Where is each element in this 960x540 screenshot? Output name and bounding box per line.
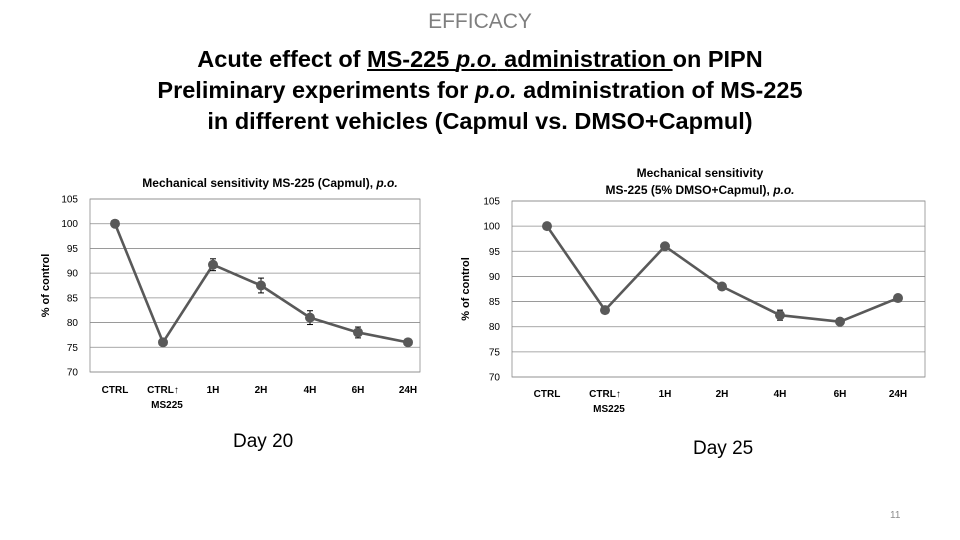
day20-chart-title: Mechanical sensitivity MS-225 (Capmul), … — [142, 176, 397, 190]
day25-category-label: CTRL — [534, 389, 561, 400]
day20-category-label: 1H — [207, 385, 220, 396]
day25-data-point — [775, 310, 785, 321]
day25-data-point — [600, 305, 610, 316]
day20-data-point — [110, 218, 120, 229]
day20-y-axis-label: % of control — [40, 254, 52, 318]
day20-category-label: 4H — [304, 385, 317, 396]
day25-chart-title: MS-225 (5% DMSO+Capmul), p.o. — [605, 183, 794, 197]
day25-y-axis-label: % of control — [460, 257, 472, 321]
day20-category-label: 24H — [399, 385, 417, 396]
day25-data-point — [893, 293, 903, 304]
day25-ytick-label: 105 — [483, 197, 500, 208]
chart-day20-footer: Day 20 — [233, 431, 294, 452]
day20-ytick-label: 105 — [61, 195, 78, 206]
day25-ytick-label: 90 — [489, 272, 501, 283]
day25-category-label: 6H — [834, 389, 847, 400]
day25-category-label: 2H — [716, 389, 729, 400]
day20-data-point — [256, 280, 266, 291]
day20-category-label: MS225 — [151, 400, 183, 411]
day20-data-point — [353, 327, 363, 338]
day20-data-point — [305, 312, 315, 323]
title-line-1-post: on PIPN — [672, 46, 763, 72]
day20-ytick-label: 70 — [67, 368, 79, 379]
section-label: EFFICACY — [428, 10, 532, 33]
title-line-2: Preliminary experiments for p.o. adminis… — [0, 75, 960, 106]
day25-ytick-label: 80 — [489, 322, 501, 333]
day25-series-line — [545, 225, 899, 323]
day20-category-label: CTRL — [102, 385, 129, 396]
day20-category-label: 2H — [255, 385, 268, 396]
slide-title: Acute effect of MS-225 p.o. administrati… — [0, 44, 960, 137]
day25-ytick-label: 100 — [483, 222, 500, 233]
day25-ytick-label: 75 — [489, 347, 501, 358]
title-line-1-drug: MS-225 — [367, 46, 456, 72]
day20-ytick-label: 85 — [67, 293, 79, 304]
day25-chart-title: Mechanical sensitivity — [637, 166, 764, 180]
day25-category-label: CTRL↑ — [589, 389, 621, 400]
day25-data-point — [717, 281, 727, 292]
day25-data-point — [542, 221, 552, 232]
day25-data-point — [660, 241, 670, 252]
day20-ytick-label: 95 — [67, 244, 79, 255]
day20-ytick-label: 90 — [67, 269, 79, 280]
day25-category-label: MS225 — [593, 404, 625, 415]
day20-data-point — [403, 337, 413, 348]
day25-ytick-label: 95 — [489, 247, 501, 258]
title-line-3: in different vehicles (Capmul vs. DMSO+C… — [207, 108, 753, 134]
title-line-1-route: p.o. — [455, 46, 498, 72]
title-line-1-admin: administration — [497, 46, 673, 72]
day25-category-label: 4H — [774, 389, 787, 400]
day25-category-label: 24H — [889, 389, 907, 400]
day20-data-point — [158, 337, 168, 348]
chart-day25-footer: Day 25 — [693, 438, 754, 459]
title-line-2-pre: Preliminary experiments for — [157, 77, 475, 103]
day25-data-point — [835, 316, 845, 327]
day20-ytick-label: 100 — [61, 219, 78, 230]
title-line-2-route: p.o. — [474, 77, 517, 103]
title-line-1: Acute effect of MS-225 p.o. administrati… — [0, 44, 960, 75]
day25-plot-frame — [511, 200, 926, 378]
day25-ytick-label: 85 — [489, 297, 501, 308]
page-number: 11 — [890, 510, 901, 521]
day25-ytick-label: 70 — [489, 373, 501, 384]
day20-category-label: CTRL↑ — [147, 385, 179, 396]
day20-data-point — [208, 259, 218, 270]
title-line-2-post: administration of MS-225 — [516, 77, 803, 103]
day20-ytick-label: 80 — [67, 318, 79, 329]
day25-category-label: 1H — [659, 389, 672, 400]
day20-category-label: 6H — [352, 385, 365, 396]
day20-plot-frame — [89, 198, 421, 373]
day20-ytick-label: 75 — [67, 343, 79, 354]
title-line-1-pre: Acute effect of — [197, 46, 368, 72]
